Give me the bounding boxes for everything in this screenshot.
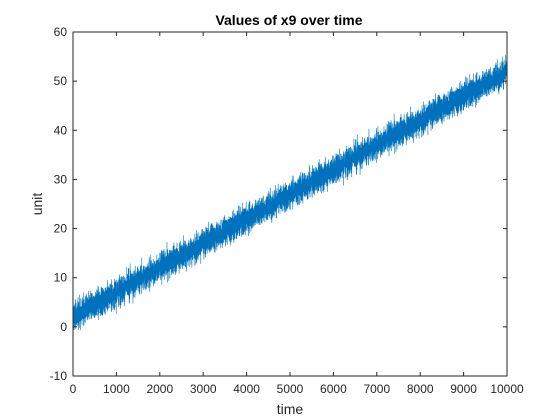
x-tick-label: 7000 <box>363 382 390 396</box>
y-tick-label: 20 <box>54 222 68 236</box>
x-tick-label: 3000 <box>190 382 217 396</box>
chart-title: Values of x9 over time <box>215 12 362 28</box>
x-tick-label: 10000 <box>490 382 524 396</box>
x-axis: 0 1000 2000 3000 4000 5000 6000 7000 8000 9000 100… <box>70 32 524 396</box>
x-tick-label: 8000 <box>407 382 434 396</box>
x-tick-label: 9000 <box>450 382 477 396</box>
y-tick-label: -10 <box>50 369 68 383</box>
x-tick-label: 5000 <box>277 382 304 396</box>
y-tick-label: 60 <box>54 25 68 39</box>
x-tick-label: 4000 <box>233 382 260 396</box>
y-tick-label: 30 <box>54 172 68 186</box>
x-tick-label: 0 <box>70 382 77 396</box>
series-line <box>72 55 508 331</box>
x-tick-label: 6000 <box>320 382 347 396</box>
x-axis-label: time <box>277 401 304 417</box>
y-tick-label: 10 <box>54 271 68 285</box>
x-tick-label: 1000 <box>103 382 130 396</box>
y-tick-label: 40 <box>54 123 68 137</box>
y-tick-label: 50 <box>54 74 68 88</box>
y-tick-label: 0 <box>60 320 67 334</box>
series-layer <box>72 55 508 331</box>
y-axis-label: unit <box>29 193 45 216</box>
x-tick-label: 2000 <box>146 382 173 396</box>
y-axis: -10 0 10 20 30 40 50 60 <box>50 25 507 383</box>
